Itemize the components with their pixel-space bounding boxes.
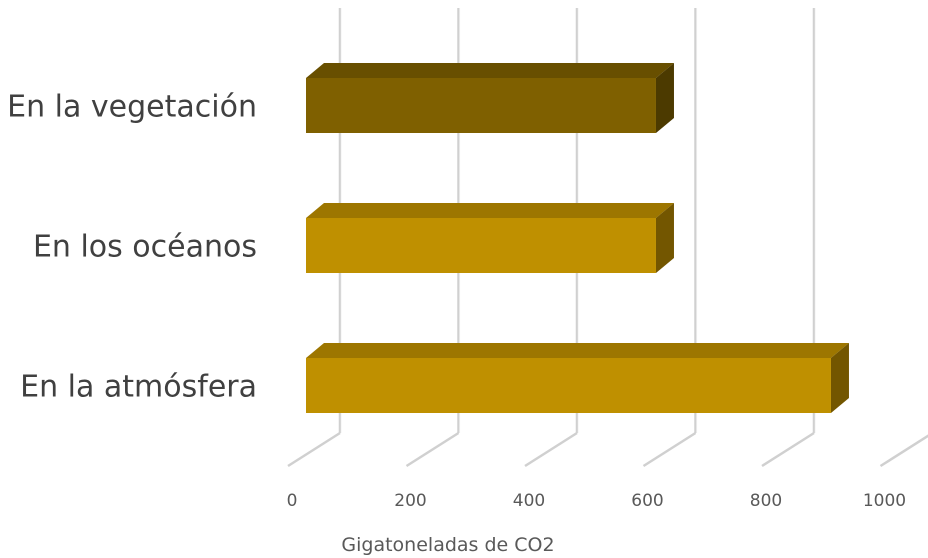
floor-line <box>642 431 697 468</box>
floor-line <box>405 431 460 468</box>
bar <box>306 203 674 273</box>
bar-front-face <box>306 358 831 413</box>
category-label: En la vegetación <box>7 90 257 125</box>
bar <box>306 343 849 413</box>
bar-side-face <box>655 63 674 133</box>
category-label: En la atmósfera <box>20 370 257 405</box>
floor-line <box>524 431 578 468</box>
floor-line <box>761 431 815 468</box>
bar-side-face <box>830 343 849 413</box>
floor-line <box>879 434 928 468</box>
bar-front-face <box>306 218 656 273</box>
x-tick-label: 200 <box>394 491 426 511</box>
bar-front-face <box>306 78 656 133</box>
bar-side-face <box>655 203 674 273</box>
x-tick-label: 600 <box>631 491 663 511</box>
x-tick-label: 800 <box>750 491 782 511</box>
x-tick-label: 400 <box>513 491 545 511</box>
bar <box>306 63 674 133</box>
category-label: En los océanos <box>33 230 257 265</box>
category-labels: En la vegetación En los océanos En la atmó… <box>7 90 257 405</box>
x-axis-title: Gigatoneladas de CO2 <box>341 534 554 556</box>
bar-top-face <box>306 343 849 358</box>
bars <box>306 63 849 413</box>
bar-top-face <box>306 203 674 218</box>
bar-top-face <box>306 63 674 78</box>
floor-line <box>287 431 341 468</box>
x-tick-labels: 0 200 400 600 800 1000 <box>287 491 907 511</box>
chart-floor-lines <box>287 431 928 468</box>
x-tick-label: 0 <box>287 491 298 511</box>
x-tick-label: 1000 <box>863 491 906 511</box>
